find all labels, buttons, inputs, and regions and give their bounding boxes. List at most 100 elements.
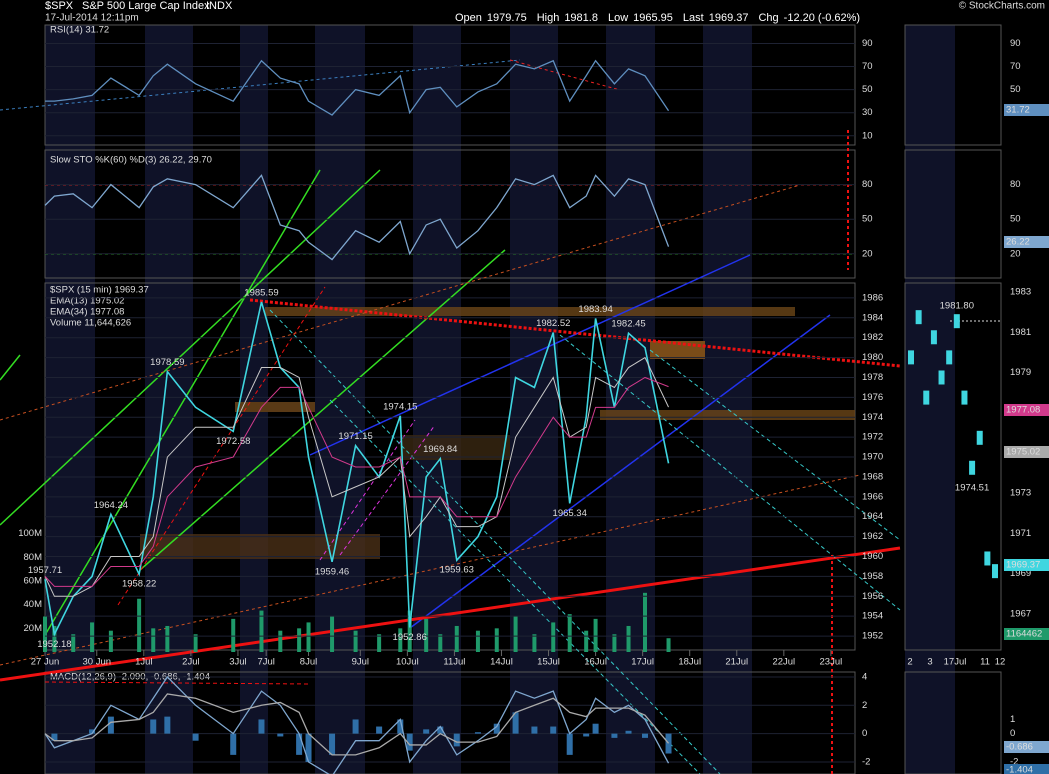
volume-bar	[259, 610, 264, 652]
y-tick-label: 50	[862, 84, 873, 95]
volume-bar	[626, 625, 631, 652]
macd-histogram-bar	[89, 729, 96, 734]
price-annotation: 1983.94	[578, 304, 612, 315]
mini-macd-tick: 1	[1010, 714, 1015, 725]
quote-label: Open	[455, 12, 482, 24]
macd-histogram-bar	[305, 733, 312, 762]
y-tick-label: 1958	[862, 571, 883, 582]
mini-price-bar	[915, 310, 922, 325]
volume-legend: Volume 11,644,626	[50, 318, 131, 329]
mini-tag-box	[1004, 764, 1049, 774]
price-annotation: 1964.24	[94, 500, 128, 511]
date: 17-Jul-2014 12:11pm	[45, 13, 139, 24]
mini-y-tick-label: 1969	[1010, 568, 1031, 579]
mini-tag: 1164462	[1006, 629, 1042, 640]
y-tick-label: 1976	[862, 392, 883, 403]
x-tick-label: 10Jul	[396, 657, 419, 668]
price-annotation: 1952.18	[37, 639, 71, 650]
macd-histogram-bar	[566, 733, 573, 755]
macd-histogram-bar	[592, 723, 599, 734]
mini-tag-box	[1004, 404, 1049, 416]
volume-bar	[532, 634, 537, 652]
mini-x-tick-label: 11	[980, 657, 990, 668]
volume-tick-label: 80M	[24, 552, 43, 563]
price-annotation: 1959.63	[440, 565, 474, 576]
exchange: INDX	[206, 0, 233, 12]
quote-value: 1979.75	[487, 12, 527, 24]
mini-rsi-tick: 70	[1010, 61, 1021, 72]
volume-bar	[43, 616, 47, 652]
mini-x-tick-label: 2	[907, 657, 912, 668]
macd-histogram-bar	[376, 726, 383, 734]
ema-line	[44, 376, 669, 587]
x-tick-label: 3Jul	[229, 657, 246, 668]
volume-bar	[398, 628, 403, 652]
x-tick-label: 14Jul	[490, 657, 513, 668]
volume-bar	[438, 634, 443, 652]
volume-bar	[612, 634, 617, 652]
watermark: © StockCharts.com	[959, 1, 1045, 12]
y-tick-label: 1970	[862, 452, 883, 463]
volume-bar	[377, 634, 382, 652]
x-tick-label: 22Jul	[772, 657, 795, 668]
mini-y-tick-label: 1979	[1010, 367, 1031, 378]
y-tick-label: 4	[862, 671, 867, 682]
y-tick-label: 1962	[862, 531, 883, 542]
volume-bar	[475, 630, 480, 652]
mini-price-bar	[969, 460, 976, 475]
mini-tag: 26.22	[1006, 237, 1030, 248]
mini-x-tick-label: 17Jul	[944, 657, 967, 668]
mini-macd-tick: 0	[1010, 728, 1015, 739]
price-annotation: 1978.59	[150, 357, 184, 368]
y-tick-label: 1956	[862, 591, 883, 602]
volume-bar	[151, 628, 156, 652]
y-tick-label: 1968	[862, 471, 883, 482]
volume-bar	[494, 628, 499, 652]
x-tick-label: 15Jul	[537, 657, 560, 668]
volume-tick-label: 40M	[24, 599, 43, 610]
mini-tag-box	[1004, 741, 1049, 753]
macd-histogram-bar	[150, 719, 157, 734]
quote-label: High	[537, 12, 560, 24]
mini-price-annotation: 1974.51	[955, 482, 989, 493]
macd-line	[44, 675, 670, 774]
volume-bar	[165, 625, 170, 652]
volume-bar	[90, 622, 95, 652]
y-tick-label: 1972	[862, 432, 883, 443]
x-tick-label: 23Jul	[820, 657, 843, 668]
x-tick-label: 30 Jun	[82, 657, 111, 668]
y-tick-label: 1982	[862, 332, 883, 343]
price-annotation: 1965.34	[553, 508, 587, 519]
x-tick-label: 1Jul	[135, 657, 152, 668]
quote-label: Low	[608, 12, 628, 24]
quote-value: -12.20 (-0.62%)	[784, 12, 860, 24]
price-annotation: 1974.15	[383, 401, 417, 412]
mini-sto-tick: 50	[1010, 214, 1021, 225]
volume-bar	[71, 634, 76, 652]
x-tick-label: 2Jul	[182, 657, 199, 668]
price-annotation: 1971.15	[338, 431, 372, 442]
mini-tag-box	[1004, 559, 1049, 571]
mini-tag: 31.72	[1006, 105, 1030, 116]
price-annotation: 1969.84	[423, 444, 457, 455]
macd-histogram-bar	[352, 719, 359, 734]
y-tick-label: 1986	[862, 292, 883, 303]
y-tick-label: 1960	[862, 551, 883, 562]
mini-sto-tick: 20	[1010, 248, 1021, 259]
y-tick-label: 0	[862, 728, 867, 739]
volume-bar	[330, 616, 335, 652]
volume-bar	[551, 622, 556, 652]
mini-macd-tick: -2	[1010, 756, 1018, 767]
macd-histogram-bar	[423, 729, 430, 734]
symbol: $SPX	[45, 0, 74, 12]
y-tick-label: -2	[862, 756, 870, 767]
mini-price-bar	[938, 370, 945, 385]
volume-bar	[52, 625, 57, 652]
mini-rsi-tick: 90	[1010, 38, 1021, 49]
volume-tick-label: 60M	[24, 576, 43, 587]
index-name: S&P 500 Large Cap Index	[82, 0, 210, 12]
macd-histogram-bar	[642, 733, 648, 738]
y-tick-label: 70	[862, 61, 873, 72]
price-annotation: 1957.71	[28, 565, 62, 576]
